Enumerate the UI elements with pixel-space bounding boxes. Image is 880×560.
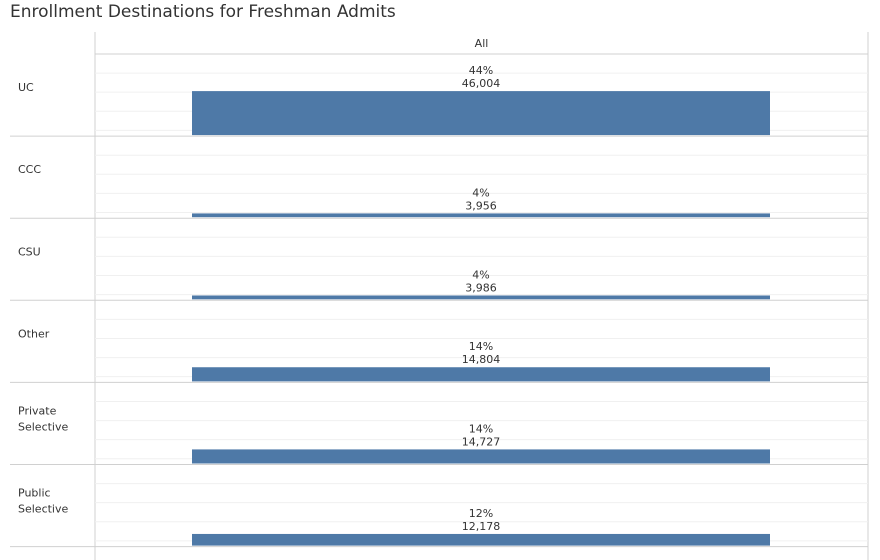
row-label: UC	[18, 81, 34, 94]
percent-label: 44%	[469, 64, 493, 77]
row-label: Selective	[18, 503, 69, 516]
value-label: 14,804	[462, 353, 501, 366]
bars-layer	[192, 91, 770, 546]
bar-public-selective	[192, 533, 770, 546]
value-label: 46,004	[462, 77, 501, 90]
bar-ccc	[192, 213, 770, 218]
percent-label: 14%	[469, 340, 493, 353]
row-label: Selective	[18, 420, 69, 433]
value-label: 3,986	[465, 281, 497, 294]
value-label: 3,956	[465, 199, 497, 212]
percent-label: 4%	[472, 268, 489, 281]
row-label: CSU	[18, 245, 41, 258]
value-label: 12,178	[462, 520, 501, 533]
bar-private-selective	[192, 449, 770, 464]
row-label: CCC	[18, 163, 41, 176]
labels-layer: All46,00444%UC3,9564%CCC3,9864%CSU14,804…	[18, 37, 500, 533]
chart-title: Enrollment Destinations for Freshman Adm…	[10, 2, 396, 22]
percent-label: 14%	[469, 422, 493, 435]
percent-label: 4%	[472, 186, 489, 199]
value-label: 14,727	[462, 435, 501, 448]
bar-csu	[192, 295, 770, 300]
bar-other	[192, 367, 770, 382]
row-label: Public	[18, 487, 51, 500]
row-label: Other	[18, 327, 50, 340]
percent-label: 12%	[469, 507, 493, 520]
bar-uc	[192, 91, 770, 136]
row-label: Private	[18, 404, 57, 417]
column-header: All	[475, 37, 489, 50]
